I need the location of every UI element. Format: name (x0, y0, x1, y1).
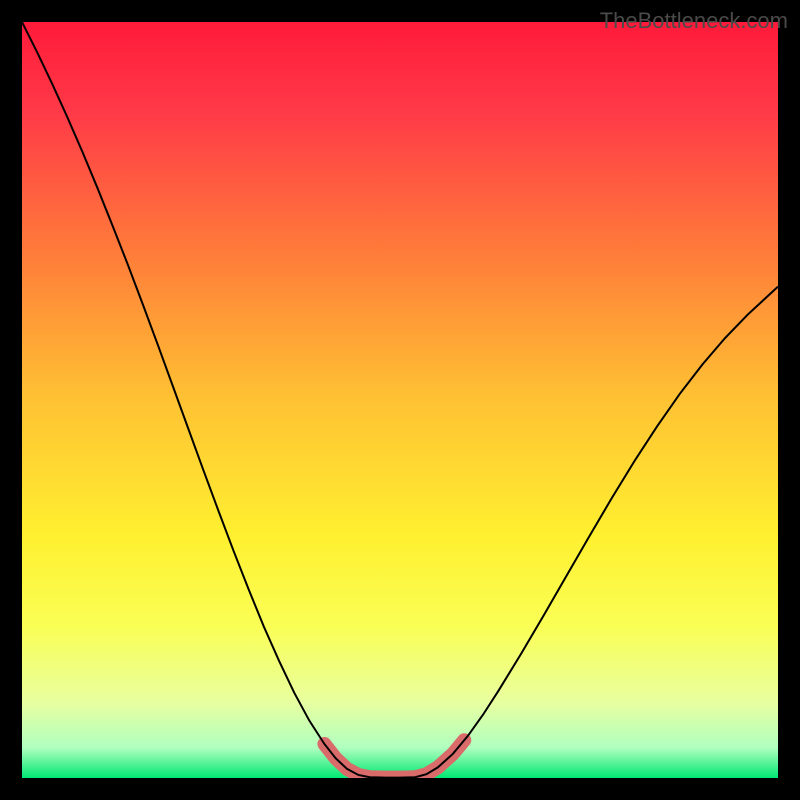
chart-svg (0, 0, 800, 800)
bottleneck-chart: TheBottleneck.com (0, 0, 800, 800)
watermark-text: TheBottleneck.com (600, 8, 788, 34)
gradient-background (22, 22, 778, 778)
